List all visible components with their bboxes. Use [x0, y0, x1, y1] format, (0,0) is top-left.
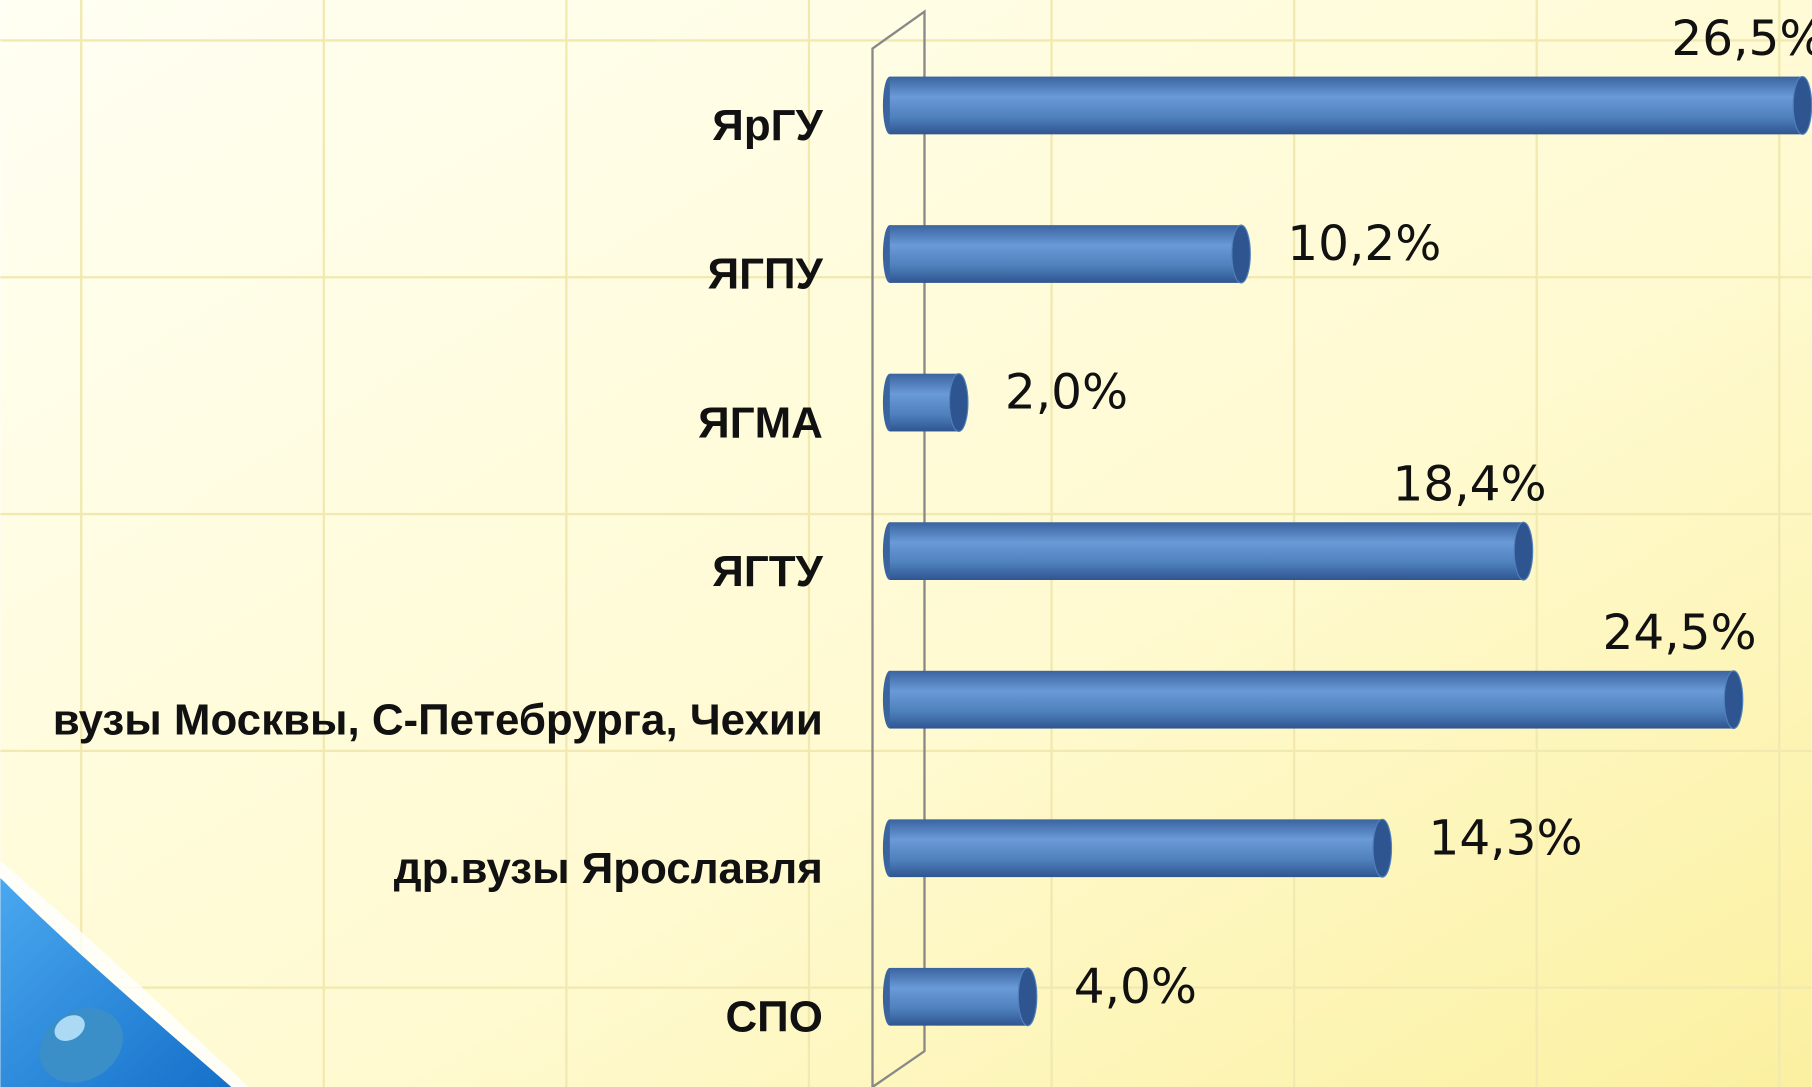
bar	[890, 374, 959, 432]
value-label: 18,4%	[1392, 457, 1546, 513]
bar	[890, 225, 1241, 283]
bar	[890, 522, 1524, 580]
bar	[890, 968, 1028, 1026]
bar-cap	[1514, 522, 1532, 580]
chart: 26,5% ЯрГУ 10,2% ЯГПУ 2,0% ЯГМА 18,4% ЯГТУ 24,5%…	[0, 0, 1812, 1087]
value-label: 26,5%	[1671, 11, 1812, 67]
category-label: ЯГТУ	[712, 547, 823, 596]
bar-cap	[1373, 819, 1391, 877]
bar	[890, 77, 1803, 135]
value-label: 14,3%	[1428, 810, 1582, 866]
category-label: вузы Москвы, С-Петебрурга, Чехии	[53, 695, 823, 744]
bar-cap	[949, 374, 967, 432]
page: 26,5% ЯрГУ 10,2% ЯГПУ 2,0% ЯГМА 18,4% ЯГТУ 24,5%…	[0, 0, 1812, 1087]
category-label: др.вузы Ярославля	[394, 844, 823, 893]
bar-cap	[1793, 77, 1811, 135]
bar-cap	[1724, 671, 1742, 729]
bar	[890, 671, 1734, 729]
category-label: ЯГМА	[698, 398, 823, 447]
value-label: 4,0%	[1074, 959, 1197, 1015]
category-label: ЯрГУ	[712, 101, 823, 150]
bar-cap	[1018, 968, 1036, 1026]
category-label: ЯГПУ	[708, 250, 824, 299]
value-label: 10,2%	[1287, 216, 1441, 272]
value-label: 2,0%	[1005, 365, 1128, 421]
bar-cap	[1232, 225, 1250, 283]
bar	[890, 819, 1382, 877]
value-label: 24,5%	[1603, 605, 1757, 661]
category-label: СПО	[725, 992, 822, 1041]
